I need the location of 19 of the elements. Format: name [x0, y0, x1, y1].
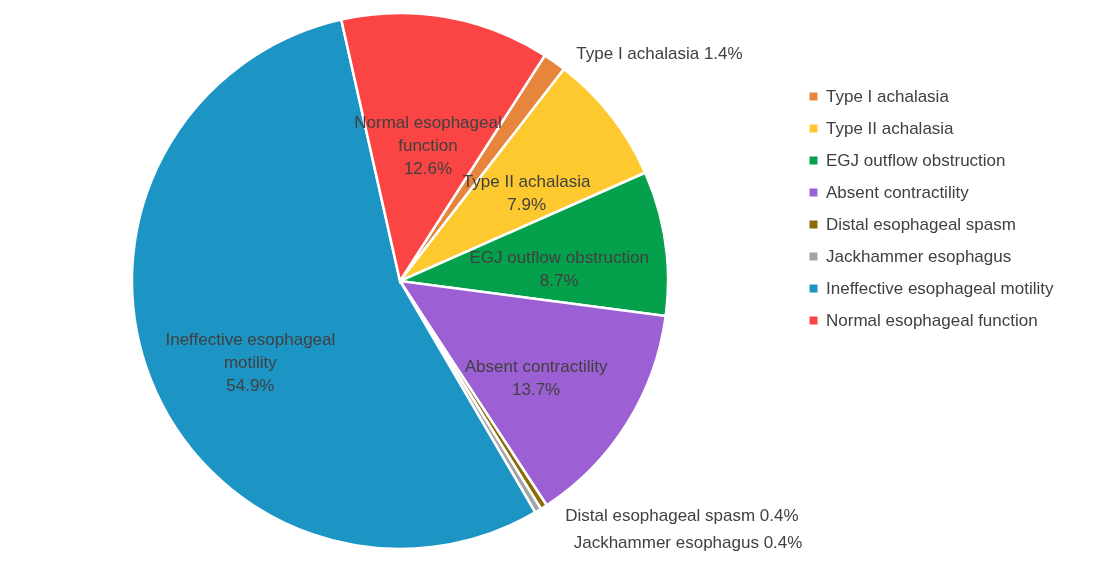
- legend-label: Jackhammer esophagus: [826, 246, 1012, 266]
- slice-label: Absent contractility: [464, 356, 608, 376]
- category-label: Distal esophageal spasm 0.4%: [565, 505, 799, 525]
- legend-label: Absent contractility: [826, 182, 970, 202]
- legend-label: EGJ outflow obstruction: [826, 150, 1006, 170]
- legend-label: Distal esophageal spasm: [826, 214, 1016, 234]
- slice-label: EGJ outflow obstruction: [469, 248, 649, 268]
- data-label: 7.9%: [507, 194, 547, 214]
- category-label: Jackhammer esophagus 0.4%: [573, 533, 803, 553]
- slice-label: Ineffective esophageal motility: [165, 329, 336, 372]
- category-label: Type I achalasia 1.4%: [576, 43, 743, 63]
- legend-label: Type II achalasia: [826, 118, 955, 138]
- legend-label: Type I achalasia: [826, 86, 950, 106]
- data-label: 8.7%: [539, 271, 579, 291]
- legend-label: Ineffective esophageal motility: [826, 278, 1054, 298]
- data-label: 54.9%: [226, 375, 275, 395]
- data-label: 13.7%: [512, 379, 561, 399]
- legend-label: Normal esophageal function: [826, 310, 1038, 330]
- data-label: 12.6%: [403, 158, 453, 178]
